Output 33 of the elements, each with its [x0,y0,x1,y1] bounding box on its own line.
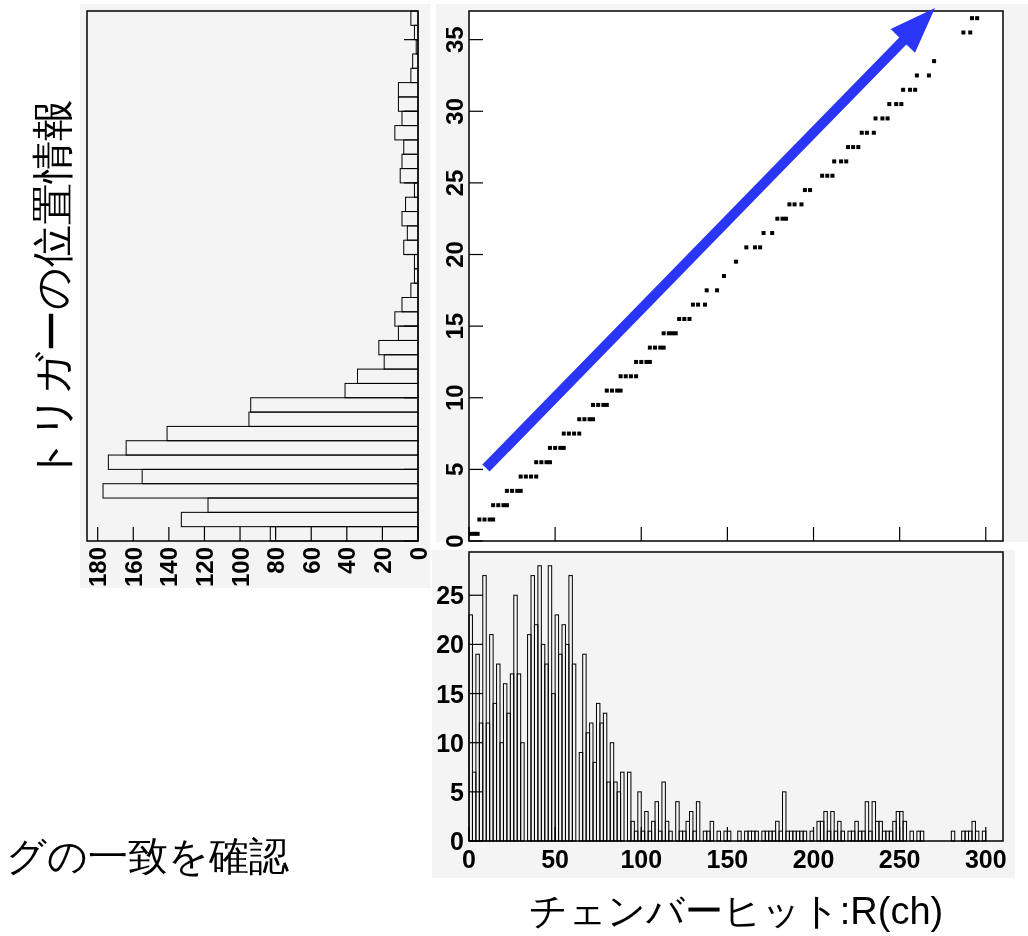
y-tick-label: 10 [441,384,468,412]
y-axis-title: トリガーの位置情報 [28,99,76,481]
y-tick-label: 0 [441,534,468,548]
x-tick-label: 100 [620,845,663,873]
y-tick-label: 0 [450,827,464,855]
x-tick-label: 140 [155,547,183,588]
x-tick-label: 180 [84,547,112,588]
x-tick-label: 100 [226,547,254,588]
y-tick-label: 25 [441,169,468,197]
x-tick-label: 150 [706,845,749,873]
y-tick-label: 30 [441,97,468,125]
x-tick-label: 160 [119,547,147,588]
y-tick-label: 25 [436,581,465,610]
x-tick-label: 0 [404,547,432,561]
x-tick-label: 20 [368,547,396,574]
x-tick-label: 200 [792,845,835,873]
x-axis-title: チェンバーヒット:R(ch) [528,890,944,932]
y-tick-label: 35 [441,26,468,53]
x-tick-label: 300 [964,845,1007,873]
text: グの一致を確認 [6,834,289,878]
x-tick-label: 120 [190,547,218,588]
y-tick-label: 20 [436,630,464,659]
y-tick-label: 5 [450,777,465,806]
y-tick-label: 15 [436,679,465,708]
x-tick-label: 80 [262,547,290,574]
x-tick-label: 40 [333,547,361,574]
y-tick-label: 15 [441,312,468,340]
y-tick-label: 10 [436,728,464,757]
y-tick-label: 5 [441,462,468,477]
x-tick-label: 250 [878,845,921,873]
x-tick-label: 60 [297,547,325,574]
x-tick-label: 50 [541,845,570,873]
y-tick-label: 20 [441,241,468,268]
